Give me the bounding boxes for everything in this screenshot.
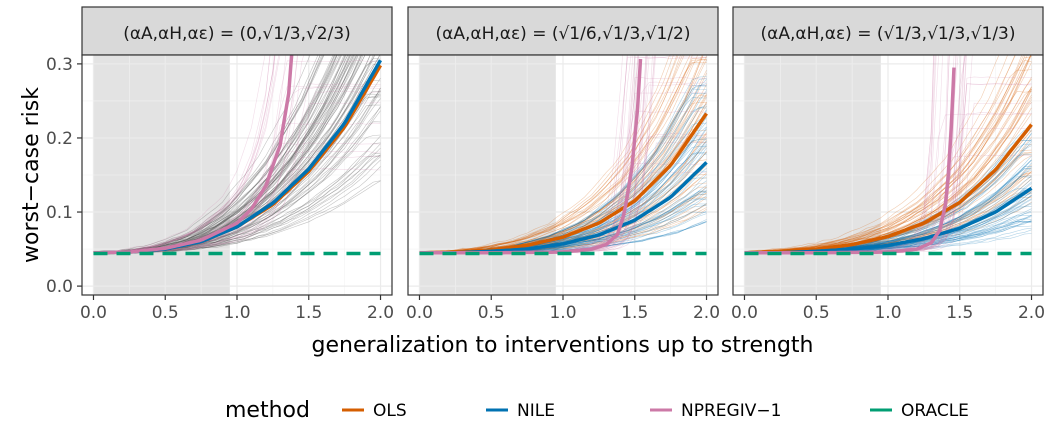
legend-item: ORACLE — [870, 401, 969, 421]
replicate-line — [744, 90, 1032, 253]
x-tick-label: 1.0 — [874, 303, 901, 323]
replicate-line — [744, 55, 1000, 253]
replicate-line — [93, 55, 325, 253]
replicate-line — [93, 55, 276, 253]
y-tick-label: 0.0 — [46, 277, 73, 297]
replicate-line — [93, 55, 271, 254]
replicate-line — [93, 55, 311, 254]
replicate-line — [93, 55, 280, 254]
x-tick-label: 2.0 — [1018, 303, 1045, 323]
replicate-line — [93, 55, 324, 253]
replicate-line — [93, 55, 321, 253]
facet-strip-label: (αA,αH,αε) = (√1/6,√1/3,√1/2) — [436, 24, 691, 44]
legend-item: OLS — [342, 401, 407, 421]
replicate-line — [93, 55, 338, 253]
y-axis-title: worst−case risk — [19, 87, 44, 263]
legend-label: ORACLE — [901, 401, 969, 421]
y-axis: 0.0 0.1 0.2 0.3 — [46, 55, 82, 297]
legend-label: NPREGIV−1 — [681, 401, 781, 421]
legend-title: method — [225, 398, 310, 421]
replicate-line — [419, 55, 691, 253]
series-lines — [93, 55, 383, 256]
facet-strip — [732, 6, 1044, 56]
facet-panel: (αA,αH,αε) = (√1/6,√1/3,√1/2) 0.0 0.5 1.0 1.… — [406, 6, 720, 323]
gridlines — [733, 55, 1043, 295]
replicate-line — [93, 55, 266, 254]
x-tick-label: 0.0 — [406, 303, 433, 323]
x-tick-label: 1.5 — [621, 303, 648, 323]
panels-layer: (αA,αH,αε) = (0,√1/3,√2/3) 0.0 0.5 1.0 1.5 2.… — [46, 6, 1045, 323]
legend-item: NPREGIV−1 — [650, 401, 781, 421]
x-tick-label: 0.5 — [478, 303, 505, 323]
replicate-line — [419, 55, 685, 253]
x-tick-label: 0.5 — [152, 303, 179, 323]
x-axis-title: generalization to interventions up to st… — [312, 333, 814, 358]
series-lines — [419, 58, 708, 256]
x-tick-label: 0.0 — [731, 303, 758, 323]
facet-strip-label: (αA,αH,αε) = (√1/3,√1/3,√1/3) — [761, 24, 1016, 44]
replicate-line — [419, 57, 707, 253]
legend-item: NILE — [486, 401, 555, 421]
replicate-line — [93, 55, 319, 253]
x-tick-label: 0.5 — [803, 303, 830, 323]
replicate-line — [93, 55, 352, 253]
replicate-line — [93, 55, 338, 253]
x-tick-label: 1.5 — [295, 303, 322, 323]
facet-panel: (αA,αH,αε) = (√1/3,√1/3,√1/3) 0.0 0.5 1.0 1.… — [731, 6, 1045, 323]
replicate-line — [93, 55, 321, 254]
replicate-line — [744, 55, 1023, 254]
y-tick-label: 0.1 — [46, 203, 73, 223]
replicate-line — [744, 60, 1032, 252]
series-lines — [744, 67, 1033, 256]
replicate-line — [419, 61, 707, 253]
replicate-line — [744, 55, 1008, 253]
replicate-line — [744, 55, 1016, 254]
axis-titles: generalization to interventions up to st… — [19, 87, 813, 358]
replicate-line — [419, 59, 707, 253]
x-tick-label: 2.0 — [367, 303, 394, 323]
x-tick-label: 0.0 — [80, 303, 107, 323]
replicate-line — [744, 69, 1032, 252]
x-tick-label: 1.0 — [549, 303, 576, 323]
y-tick-label: 0.2 — [46, 129, 73, 149]
replicate-line — [93, 55, 275, 254]
replicate-line — [93, 55, 276, 254]
facet-strip-label: (αA,αH,αε) = (0,√1/3,√2/3) — [123, 24, 351, 44]
replicate-line — [93, 55, 324, 254]
replicate-line — [93, 55, 271, 254]
legend-label: OLS — [373, 401, 407, 421]
y-tick-label: 0.3 — [46, 55, 73, 75]
x-tick-label: 1.0 — [223, 303, 250, 323]
x-tick-label: 1.5 — [946, 303, 973, 323]
replicate-line — [419, 55, 678, 254]
facet-strip — [81, 6, 393, 56]
replicate-line — [744, 56, 1032, 254]
replicate-line — [93, 55, 337, 254]
facet-panel: (αA,αH,αε) = (0,√1/3,√2/3) 0.0 0.5 1.0 1.5 2.… — [80, 6, 394, 323]
replicate-line — [419, 55, 670, 253]
legend: method OLS NILE NPREGIV−1 ORACLE — [225, 398, 969, 421]
x-tick-label: 2.0 — [693, 303, 720, 323]
replicate-line — [419, 55, 679, 253]
legend-label: NILE — [517, 401, 555, 421]
